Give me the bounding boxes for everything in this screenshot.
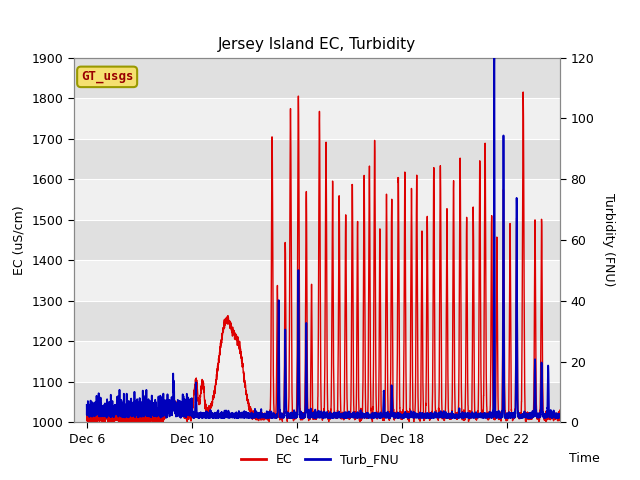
Bar bbox=[74, 301, 560, 341]
Bar bbox=[74, 179, 560, 220]
Bar bbox=[74, 98, 560, 139]
Title: Jersey Island EC, Turbidity: Jersey Island EC, Turbidity bbox=[218, 37, 416, 52]
Bar bbox=[74, 139, 560, 179]
Y-axis label: Turbidity (FNU): Turbidity (FNU) bbox=[602, 193, 615, 287]
Y-axis label: EC (uS/cm): EC (uS/cm) bbox=[13, 205, 26, 275]
Bar bbox=[74, 382, 560, 422]
Text: GT_usgs: GT_usgs bbox=[81, 71, 133, 84]
Bar bbox=[74, 220, 560, 260]
Bar bbox=[74, 260, 560, 301]
Bar bbox=[74, 58, 560, 98]
Legend: EC, Turb_FNU: EC, Turb_FNU bbox=[236, 448, 404, 471]
X-axis label: Time: Time bbox=[569, 452, 600, 465]
Bar bbox=[74, 341, 560, 382]
